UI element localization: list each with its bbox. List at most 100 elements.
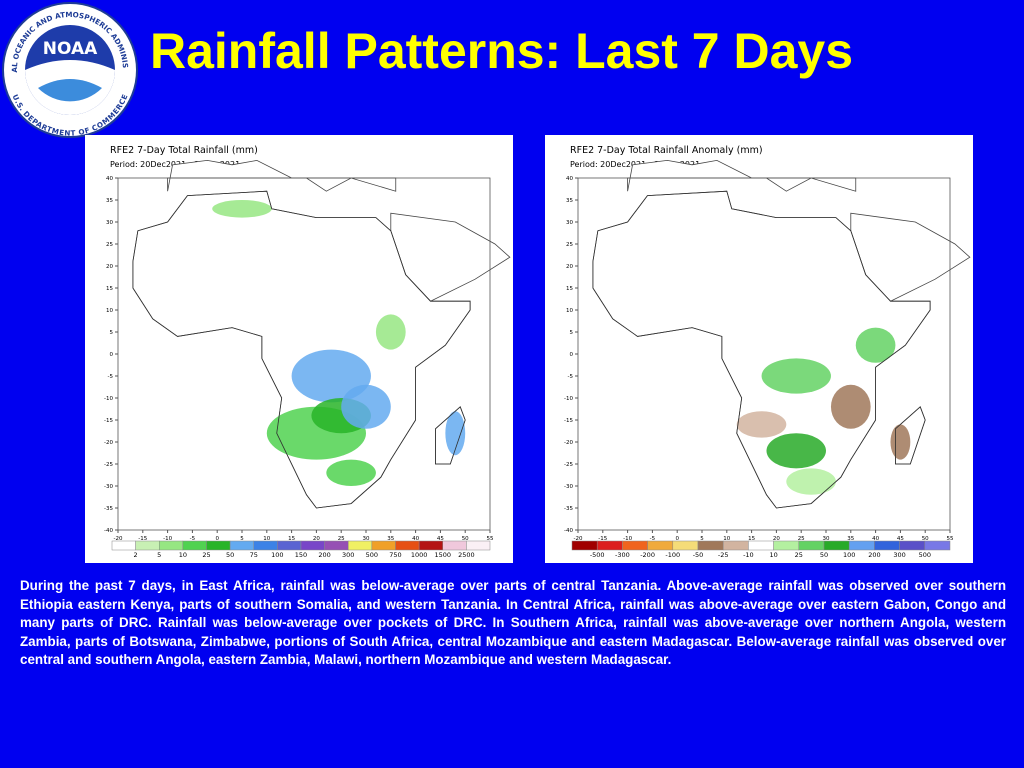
lon-tick-label: 55 <box>487 536 494 542</box>
lon-tick-label: 25 <box>338 536 345 542</box>
coastline <box>592 190 931 509</box>
coastline <box>132 190 471 509</box>
legend-label: 25 <box>202 551 210 559</box>
legend-swatch <box>111 540 136 551</box>
lon-tick-label: -10 <box>623 536 632 542</box>
rain-area <box>736 411 787 438</box>
rain-area <box>375 314 406 350</box>
legend-swatch <box>300 540 325 551</box>
legend-label: 10 <box>179 551 187 559</box>
lon-tick-label: 30 <box>363 536 370 542</box>
lon-tick-label: 50 <box>922 536 929 542</box>
lon-tick-label: 0 <box>215 536 219 542</box>
legend-swatch <box>848 540 875 551</box>
legend-swatch <box>722 540 749 551</box>
lat-tick-label: -20 <box>104 440 113 446</box>
lat-tick-label: 0 <box>570 352 574 358</box>
legend-label: 1500 <box>434 551 451 559</box>
legend-swatch <box>647 540 674 551</box>
rain-area <box>766 433 826 469</box>
legend-label: 1000 <box>411 551 428 559</box>
legend-swatch <box>371 540 396 551</box>
rain-area <box>855 327 896 363</box>
lon-tick-label: -15 <box>138 536 147 542</box>
legend-label: 2500 <box>458 551 475 559</box>
logo-center: NOAA <box>43 39 98 59</box>
legend-swatch <box>277 540 302 551</box>
lat-tick-label: 40 <box>106 176 113 182</box>
legend-swatch <box>874 540 900 551</box>
legend-label: 750 <box>389 551 401 559</box>
rain-area <box>890 424 911 460</box>
legend-label: 500 <box>919 551 931 559</box>
legend-swatch <box>571 540 598 551</box>
body-text: During the past 7 days, in East Africa, … <box>20 578 1006 667</box>
slide-title: Rainfall Patterns: Last 7 Days <box>150 23 854 79</box>
lat-tick-label: 25 <box>566 242 573 248</box>
legend-swatch <box>253 540 278 551</box>
lat-tick-label: 15 <box>566 286 573 292</box>
noaa-logo: NOAA NATIONAL OCEANIC AND ATMOSPHERIC AD… <box>0 0 138 138</box>
legend-swatch <box>596 540 623 551</box>
lat-tick-label: 5 <box>110 330 114 336</box>
lat-tick-label: -10 <box>564 396 573 402</box>
legend-label: 5 <box>157 551 161 559</box>
lat-tick-label: -30 <box>564 484 573 490</box>
lon-tick-label: 20 <box>773 536 780 542</box>
legend-label: -500 <box>590 551 605 559</box>
legend-swatch <box>899 540 926 551</box>
lon-tick-label: 50 <box>462 536 469 542</box>
legend-label: 300 <box>893 551 905 559</box>
legend-swatch <box>697 540 724 551</box>
legend-swatch <box>672 540 699 551</box>
legend-label: 150 <box>295 551 307 559</box>
lon-tick-label: 10 <box>263 536 270 542</box>
legend-label: -300 <box>615 551 630 559</box>
lat-tick-label: -40 <box>564 528 573 534</box>
legend-swatch <box>748 540 774 551</box>
legend-label: 200 <box>318 551 330 559</box>
legend-swatch <box>798 540 825 551</box>
lat-tick-label: 20 <box>566 264 573 270</box>
legend-swatch <box>229 540 254 551</box>
legend-swatch <box>206 540 231 551</box>
legend-swatch <box>348 540 373 551</box>
legend-label: 10 <box>769 551 777 559</box>
legend-label: 500 <box>366 551 378 559</box>
rain-area <box>341 384 391 429</box>
lat-tick-label: 10 <box>106 308 113 314</box>
map-panel: RFE2 7-Day Total Rainfall (mm)Period: 20… <box>85 135 513 563</box>
legend-swatch <box>773 540 800 551</box>
lat-tick-label: -25 <box>564 462 573 468</box>
map-panel: RFE2 7-Day Total Rainfall Anomaly (mm)Pe… <box>545 135 973 563</box>
rain-area <box>445 411 466 456</box>
lat-tick-label: -25 <box>104 462 113 468</box>
lat-tick-label: 25 <box>106 242 113 248</box>
lat-tick-label: -10 <box>104 396 113 402</box>
rain-area <box>830 384 871 429</box>
lat-tick-label: 40 <box>566 176 573 182</box>
lat-tick-label: 35 <box>106 198 113 204</box>
legend-label: -25 <box>718 551 729 559</box>
lon-tick-label: 35 <box>387 536 394 542</box>
lon-tick-label: 10 <box>723 536 730 542</box>
legend-swatch <box>182 540 207 551</box>
lon-tick-label: -20 <box>114 536 123 542</box>
legend-swatch <box>395 540 420 551</box>
lat-tick-label: 20 <box>106 264 113 270</box>
lon-tick-label: -10 <box>163 536 172 542</box>
legend-label: 200 <box>868 551 880 559</box>
lat-tick-label: 5 <box>570 330 574 336</box>
legend-label: 75 <box>250 551 258 559</box>
lon-tick-label: 15 <box>288 536 295 542</box>
legend-label: 50 <box>820 551 828 559</box>
lon-tick-label: 30 <box>823 536 830 542</box>
lat-tick-label: 10 <box>566 308 573 314</box>
coastline <box>435 406 466 465</box>
lat-tick-label: 30 <box>106 220 113 226</box>
lon-tick-label: 5 <box>240 536 244 542</box>
rain-area <box>212 200 272 218</box>
lon-tick-label: -20 <box>574 536 583 542</box>
lat-tick-label: -15 <box>564 418 573 424</box>
